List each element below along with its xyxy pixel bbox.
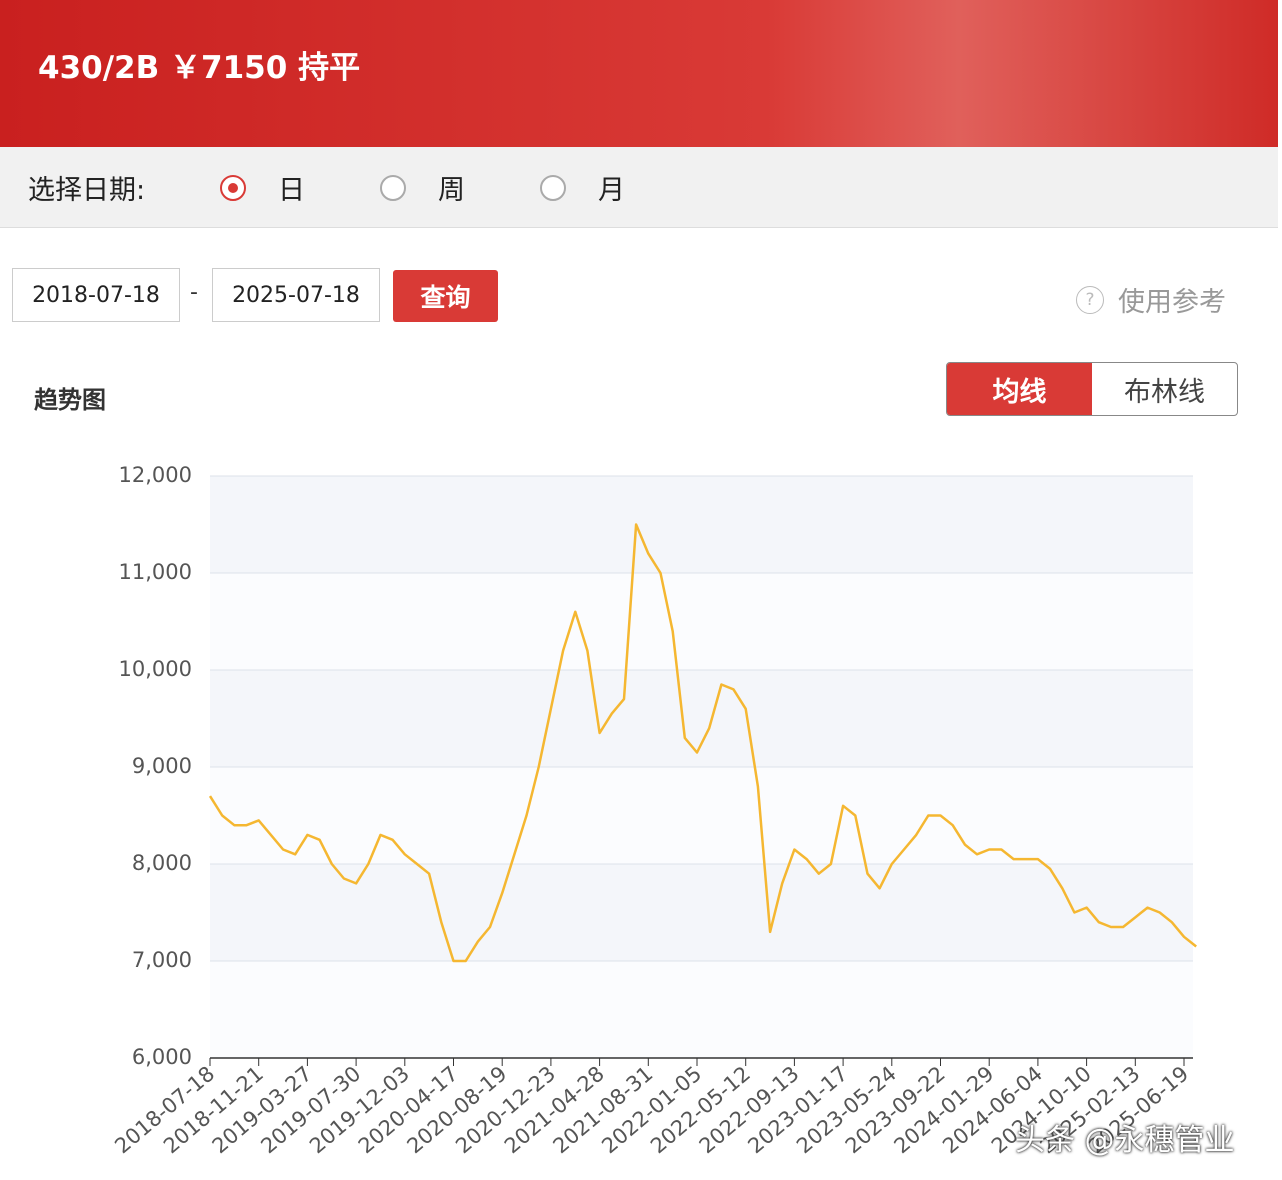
date-option[interactable]: 周 — [380, 168, 465, 207]
separator: - — [190, 280, 198, 305]
x-tick-label: 2019-07-30 — [256, 1061, 365, 1158]
x-tick-label: 2018-07-18 — [110, 1061, 219, 1158]
watermark: 头条 @永穗管业 — [1015, 1123, 1235, 1158]
trend-title: 趋势图 — [34, 386, 106, 414]
x-tick-label: 2019-03-27 — [208, 1061, 317, 1158]
series-line — [208, 523, 1197, 963]
x-tick-label: 2021-08-31 — [549, 1061, 658, 1158]
grid-band — [210, 670, 1193, 767]
toggle[interactable]: 均线 — [947, 363, 1092, 415]
x-tick-label: 2020-08-19 — [402, 1061, 511, 1158]
header-banner — [0, 0, 1278, 147]
x-tick-label: 2018-11-21 — [159, 1061, 268, 1158]
date-option[interactable]: 日 — [220, 168, 305, 207]
x-tick-label: 2019-12-03 — [305, 1061, 414, 1158]
grid-band — [210, 767, 1193, 864]
radio — [540, 174, 566, 201]
x-tick-label: 2023-05-24 — [792, 1061, 901, 1158]
help-text: 使用参考 — [1118, 287, 1226, 318]
x-tick-label: 2020-04-17 — [354, 1061, 463, 1158]
x-tick-label: 2022-05-12 — [646, 1061, 755, 1158]
toggle-group: 均线 布林线 — [946, 362, 1238, 416]
x-tick-label: 2023-09-22 — [841, 1061, 950, 1158]
grid-band — [210, 961, 1193, 1058]
y-tick-label: 9,000 — [132, 754, 192, 778]
option-label: 周 — [438, 175, 465, 206]
date-label: 选择日期: — [28, 175, 146, 206]
y-tick-label: 12,000 — [119, 463, 192, 487]
y-tick-label: 7,000 — [132, 948, 192, 972]
help-icon: ? — [1076, 285, 1104, 314]
grid-band — [210, 573, 1193, 670]
y-tick-label: 8,000 — [132, 851, 192, 875]
y-tick-label: 11,000 — [119, 560, 192, 584]
x-tick-label: 2022-01-05 — [597, 1061, 706, 1158]
grid-band — [210, 476, 1193, 573]
x-tick-label: 2022-09-13 — [695, 1061, 804, 1158]
radio — [380, 174, 406, 201]
query-button[interactable]: 查询 — [393, 270, 498, 322]
x-tick-label: 2021-04-28 — [500, 1061, 609, 1158]
y-tick-label: 10,000 — [119, 657, 192, 681]
start-date[interactable]: 2018-07-18 — [12, 268, 180, 322]
radio — [220, 174, 246, 201]
help-link[interactable]: ? 使用参考 — [1076, 280, 1226, 319]
toggle[interactable]: 布林线 — [1124, 376, 1205, 408]
x-tick-label: 2024-01-29 — [889, 1061, 998, 1158]
grid-band — [210, 864, 1193, 961]
date-option[interactable]: 月 — [540, 168, 625, 207]
header-title: 430/2B ￥7150 持平 — [38, 50, 361, 86]
x-tick-label: 2020-12-23 — [451, 1061, 560, 1158]
y-tick-label: 6,000 — [132, 1045, 192, 1069]
date-bar — [0, 147, 1278, 228]
option-label: 月 — [598, 175, 625, 206]
end-date[interactable]: 2025-07-18 — [212, 268, 380, 322]
x-tick-label: 2023-01-17 — [743, 1061, 852, 1158]
option-label: 日 — [278, 175, 305, 206]
